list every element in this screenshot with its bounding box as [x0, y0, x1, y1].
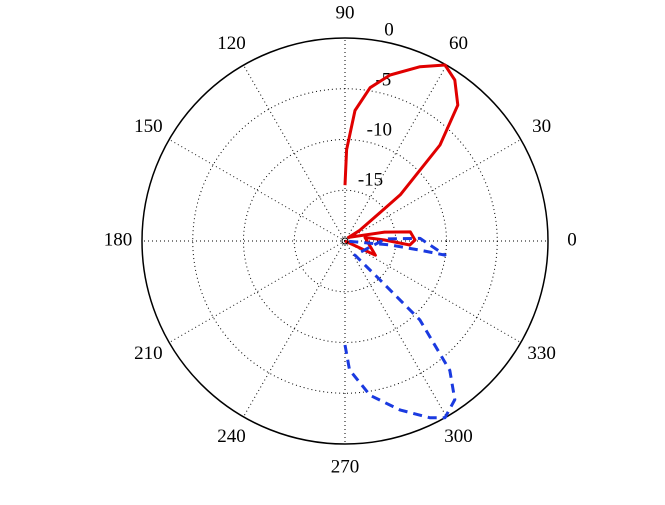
series-line	[343, 63, 460, 257]
theta-tick-label: 240	[217, 426, 246, 447]
theta-tick-label: 180	[104, 229, 133, 250]
series-line	[343, 236, 457, 420]
theta-tick-label: 330	[527, 343, 556, 364]
theta-tick-label: 90	[336, 2, 355, 23]
theta-tick-label: 0	[567, 229, 577, 250]
r-tick-label: -10	[367, 119, 392, 140]
theta-tick-label: 120	[217, 33, 246, 54]
r-tick-label: -15	[358, 169, 383, 190]
ring-grid-line	[192, 88, 498, 394]
ring-grid-line	[243, 139, 447, 343]
polar-frame	[141, 37, 549, 445]
theta-tick-label: 210	[134, 343, 163, 364]
origin-marker	[341, 237, 349, 245]
theta-tick-label: 150	[134, 116, 163, 137]
r-tick-label: 0	[384, 19, 394, 40]
theta-tick-label: 270	[331, 456, 360, 477]
theta-tick-label: 30	[532, 116, 551, 137]
theta-tick-label: 60	[449, 33, 468, 54]
theta-tick-label: 300	[444, 426, 473, 447]
